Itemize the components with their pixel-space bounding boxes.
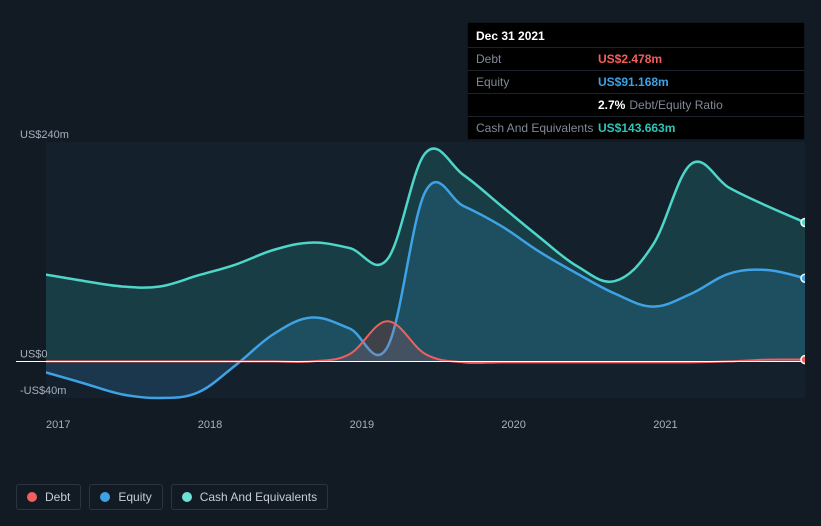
tooltip-date: Dec 31 2021 bbox=[468, 23, 804, 47]
tooltip-row-label bbox=[476, 98, 598, 112]
legend-item[interactable]: Equity bbox=[89, 484, 162, 510]
legend-swatch bbox=[27, 492, 37, 502]
legend-label: Cash And Equivalents bbox=[200, 490, 317, 504]
x-axis-label: 2020 bbox=[501, 419, 525, 431]
tooltip-row-value: 2.7% bbox=[598, 98, 625, 112]
tooltip-row-value: US$143.663m bbox=[598, 121, 675, 135]
legend-item[interactable]: Cash And Equivalents bbox=[171, 484, 328, 510]
tooltip-row-label: Equity bbox=[476, 75, 598, 89]
tooltip-rows: DebtUS$2.478mEquityUS$91.168m2.7%Debt/Eq… bbox=[468, 47, 804, 139]
y-axis-label: US$0 bbox=[20, 348, 48, 360]
y-axis-label: US$240m bbox=[20, 129, 69, 141]
tooltip-row-value: US$91.168m bbox=[598, 75, 669, 89]
x-axis-label: 2018 bbox=[198, 419, 222, 431]
legend-label: Equity bbox=[118, 490, 151, 504]
tooltip-row-extra: Debt/Equity Ratio bbox=[629, 98, 722, 112]
legend-label: Debt bbox=[45, 490, 70, 504]
tooltip-row: DebtUS$2.478m bbox=[468, 47, 804, 70]
tooltip-row: 2.7% Debt/Equity Ratio bbox=[468, 93, 804, 116]
y-axis-label: -US$40m bbox=[20, 385, 66, 397]
tooltip-row-value: US$2.478m bbox=[598, 52, 662, 66]
tooltip-row-label: Cash And Equivalents bbox=[476, 121, 598, 135]
tooltip-row: EquityUS$91.168m bbox=[468, 70, 804, 93]
chart-svg: US$240m US$0 -US$40m 2017 2018 2019 2020 2021 bbox=[16, 124, 805, 464]
x-axis-label: 2017 bbox=[46, 419, 70, 431]
chart-legend: Debt Equity Cash And Equivalents bbox=[16, 484, 328, 510]
chart-area: US$240m US$0 -US$40m 2017 2018 2019 2020 2021 bbox=[16, 124, 805, 464]
legend-swatch bbox=[100, 492, 110, 502]
chart-tooltip: Dec 31 2021 DebtUS$2.478mEquityUS$91.168… bbox=[467, 22, 805, 140]
x-axis-label: 2019 bbox=[350, 419, 374, 431]
x-axis-label: 2021 bbox=[653, 419, 677, 431]
legend-swatch bbox=[182, 492, 192, 502]
tooltip-row: Cash And EquivalentsUS$143.663m bbox=[468, 116, 804, 139]
legend-item[interactable]: Debt bbox=[16, 484, 81, 510]
tooltip-row-label: Debt bbox=[476, 52, 598, 66]
